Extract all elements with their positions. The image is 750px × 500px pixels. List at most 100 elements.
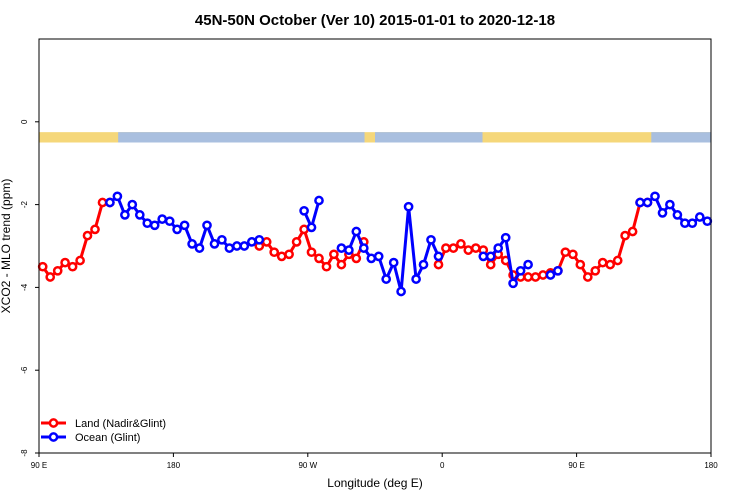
series-0-point-2-13 bbox=[530, 272, 541, 282]
legend-marker-0 bbox=[48, 418, 59, 428]
series-1-point-2-13 bbox=[433, 251, 444, 262]
series-group bbox=[37, 191, 713, 297]
series-0-point-1-6 bbox=[299, 224, 309, 235]
series-0-point-2-7 bbox=[485, 259, 496, 270]
series-0-point-1-13 bbox=[351, 253, 362, 264]
series-0-line-2 bbox=[437, 201, 648, 279]
series-0-point-2-3 bbox=[456, 239, 466, 249]
series-1-point-3-6 bbox=[523, 259, 533, 270]
series-0-point-2-1 bbox=[441, 243, 451, 253]
series-0-point-1-10 bbox=[329, 249, 339, 260]
series-1-point-2-8 bbox=[396, 286, 406, 297]
series-0-point-2-14 bbox=[538, 270, 548, 280]
series-1-point-3-3 bbox=[500, 232, 511, 243]
series-0-point-1-1 bbox=[261, 237, 272, 247]
series-1-point-3-2 bbox=[493, 243, 504, 253]
series-1-point-5-7 bbox=[687, 218, 698, 229]
series-0-point-1-7 bbox=[306, 247, 317, 258]
series-1-point-2-0 bbox=[336, 243, 347, 253]
series-1-point-5-9 bbox=[702, 216, 713, 227]
series-1-point-2-6 bbox=[381, 274, 392, 284]
series-1-point-1-2 bbox=[314, 195, 324, 206]
series-0-point-0-6 bbox=[82, 230, 93, 241]
series-1-point-2-9 bbox=[403, 201, 414, 212]
series-1-point-5-6 bbox=[680, 218, 690, 229]
series-1-point-0-12 bbox=[194, 243, 205, 253]
series-0-point-2-22 bbox=[597, 257, 608, 268]
series-1-point-0-9 bbox=[172, 224, 182, 235]
series-0-point-0-1 bbox=[45, 272, 56, 282]
series-0-point-0-0 bbox=[37, 261, 48, 272]
series-1-point-5-5 bbox=[672, 210, 683, 220]
y-tick-label-2: -4 bbox=[20, 283, 29, 291]
series-1-point-1-0 bbox=[299, 205, 309, 216]
series-1-point-0-11 bbox=[187, 239, 197, 249]
series-1-point-0-6 bbox=[149, 220, 160, 231]
series-1-point-0-3 bbox=[127, 199, 138, 210]
series-0-point-2-24 bbox=[612, 255, 623, 266]
series-1-point-3-0 bbox=[478, 251, 489, 262]
x-tick-label-0: 90 E bbox=[31, 461, 47, 470]
series-0-point-2-4 bbox=[463, 245, 474, 255]
x-tick-label-5: 180 bbox=[704, 461, 718, 470]
series-0-point-1-8 bbox=[314, 253, 324, 264]
series-1-point-4-0 bbox=[545, 270, 556, 280]
series-1-point-0-7 bbox=[157, 214, 168, 224]
y-tick-label-0: 0 bbox=[20, 119, 29, 124]
series-1-point-4-1 bbox=[553, 265, 563, 276]
series-1-point-2-1 bbox=[344, 245, 354, 255]
ocean-band-1 bbox=[375, 132, 483, 143]
x-axis-label: Longitude (deg E) bbox=[327, 476, 422, 490]
ocean-band-2 bbox=[651, 132, 711, 143]
y-tick-label-4: -8 bbox=[20, 449, 29, 457]
series-1-point-0-8 bbox=[164, 216, 175, 227]
series-0-point-1-2 bbox=[269, 247, 280, 258]
series-0-point-1-9 bbox=[321, 261, 332, 272]
legend-label-0: Land (Nadir&Glint) bbox=[75, 418, 166, 430]
series-0-point-0-2 bbox=[52, 265, 63, 276]
series-0-point-1-5 bbox=[291, 237, 302, 247]
series-0-point-1-3 bbox=[276, 251, 287, 262]
x-axis-ticks: 90 E 180 90 W 0 90 E 180 bbox=[31, 453, 718, 470]
series-0-point-2-21 bbox=[590, 265, 601, 276]
series-1-point-0-16 bbox=[224, 243, 235, 253]
ocean-band-0 bbox=[118, 132, 365, 143]
series-1-point-0-17 bbox=[232, 241, 242, 251]
series-1-point-5-1 bbox=[642, 197, 653, 208]
series-0-line-0 bbox=[41, 201, 110, 279]
series-1-point-2-4 bbox=[366, 253, 377, 264]
legend: Land (Nadir&Glint) Ocean (Glint) bbox=[41, 418, 166, 444]
x-tick-label-1: 180 bbox=[167, 461, 181, 470]
series-1-point-0-14 bbox=[209, 239, 220, 249]
series-0-point-2-19 bbox=[575, 259, 586, 270]
chart-title: 45N-50N October (Ver 10) 2015-01-01 to 2… bbox=[195, 12, 555, 29]
series-1-point-5-4 bbox=[665, 199, 675, 210]
series-1-point-1-1 bbox=[306, 222, 317, 233]
x-tick-label-3: 0 bbox=[440, 461, 445, 470]
series-0-point-2-2 bbox=[448, 243, 459, 253]
series-0-point-2-23 bbox=[605, 259, 616, 270]
series-1-point-0-18 bbox=[239, 241, 250, 251]
series-0-point-0-3 bbox=[60, 257, 70, 268]
series-1-point-0-10 bbox=[179, 220, 190, 231]
series-1-point-2-10 bbox=[411, 274, 421, 284]
legend-label-1: Ocean (Glint) bbox=[75, 432, 140, 444]
series-0-point-2-0 bbox=[433, 259, 444, 270]
series-1-point-3-5 bbox=[515, 265, 526, 276]
series-1-point-3-1 bbox=[485, 251, 496, 262]
series-1-point-0-15 bbox=[217, 234, 227, 245]
series-1-point-2-5 bbox=[373, 251, 384, 262]
series-1-point-0-5 bbox=[142, 218, 153, 229]
series-0-point-2-5 bbox=[470, 243, 481, 253]
series-1-point-2-2 bbox=[351, 226, 362, 237]
y-axis-ticks: 0 -2 -4 -6 -8 bbox=[20, 119, 39, 457]
series-1-point-2-3 bbox=[358, 243, 369, 253]
land-ocean-strip bbox=[39, 132, 711, 143]
series-0-point-1-11 bbox=[336, 259, 347, 270]
series-1-point-5-0 bbox=[635, 197, 645, 208]
y-axis-label: XCO2 - MLO trend (ppm) bbox=[0, 179, 13, 314]
series-1-point-3-4 bbox=[508, 278, 518, 289]
series-0-point-2-25 bbox=[620, 230, 630, 241]
x-tick-label-2: 90 W bbox=[298, 461, 317, 470]
series-0-point-2-12 bbox=[523, 272, 533, 282]
